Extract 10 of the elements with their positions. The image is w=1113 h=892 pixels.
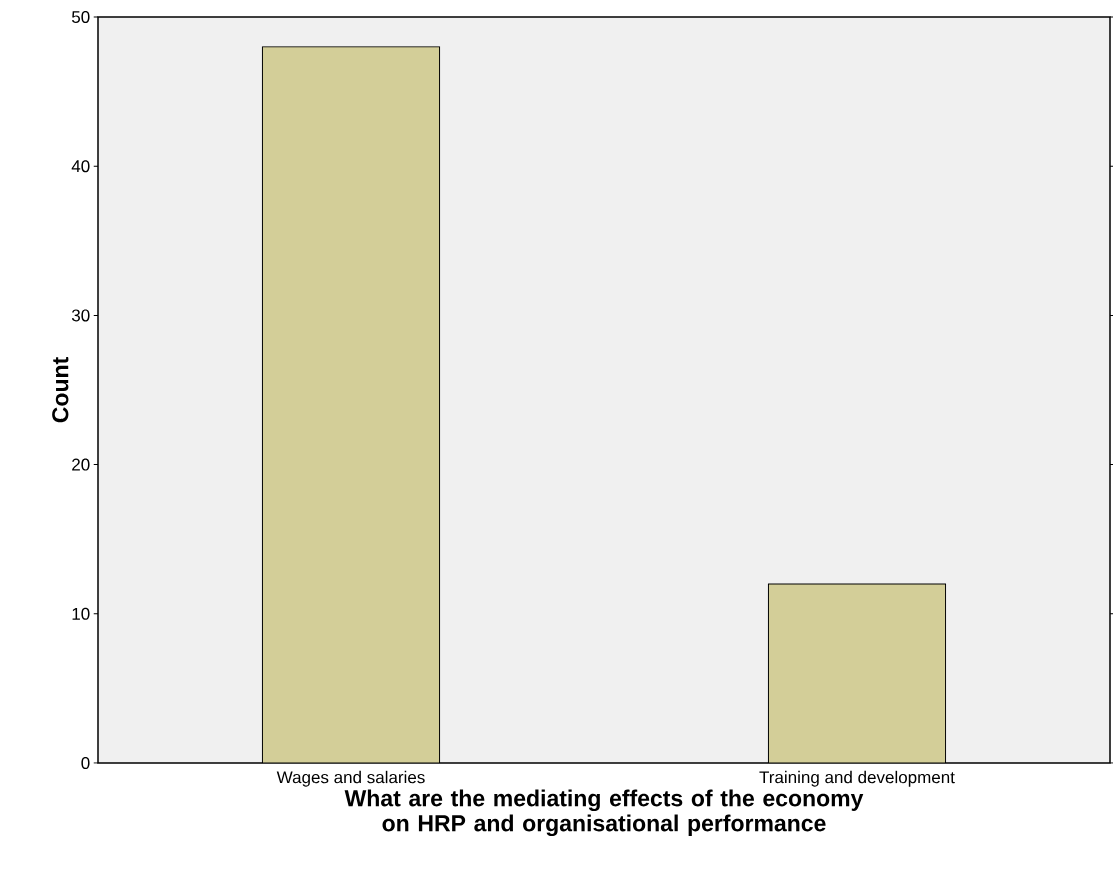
y-tick-label: 40 <box>71 160 90 173</box>
y-tick-label: 10 <box>72 607 90 620</box>
x-tick-label: Wages and salaries <box>276 770 425 787</box>
y-tick-label: 30 <box>71 309 90 322</box>
y-tick-label: 0 <box>81 756 90 770</box>
y-tick-label: 20 <box>72 458 90 471</box>
x-tick-label: Training and development <box>759 770 955 787</box>
y-tick-label: 50 <box>71 10 90 24</box>
y-axis-title: Count <box>52 357 69 423</box>
x-axis-title: What are the mediating effects of the economy on HRP and organisational performance <box>344 789 864 837</box>
